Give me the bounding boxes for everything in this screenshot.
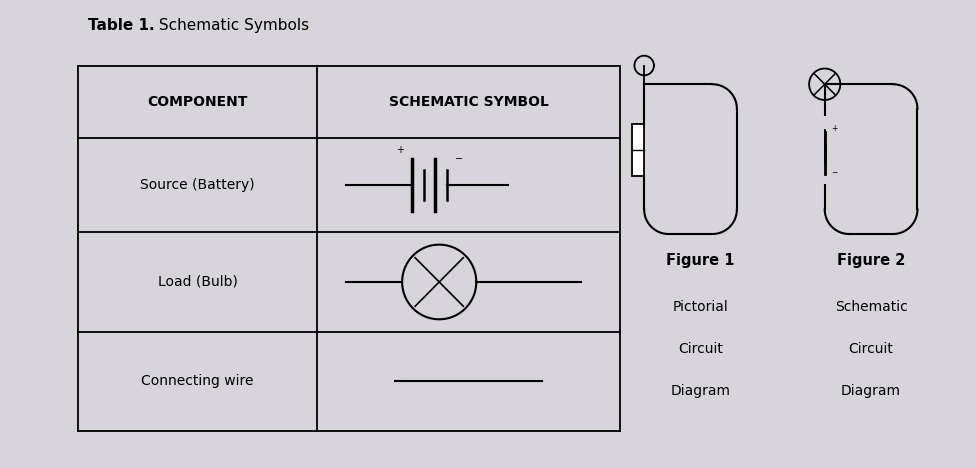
- Text: Connecting wire: Connecting wire: [142, 374, 254, 388]
- Text: Schematic: Schematic: [834, 300, 908, 314]
- Text: +: +: [396, 145, 404, 155]
- Text: Diagram: Diagram: [841, 384, 901, 398]
- Text: Figure 2: Figure 2: [836, 253, 906, 268]
- Text: COMPONENT: COMPONENT: [147, 95, 248, 109]
- Text: Circuit: Circuit: [678, 342, 722, 356]
- Text: Diagram: Diagram: [671, 384, 730, 398]
- Text: −: −: [832, 168, 837, 177]
- Text: Table 1.: Table 1.: [88, 18, 154, 33]
- Text: Figure 1: Figure 1: [666, 253, 735, 268]
- Text: Pictorial: Pictorial: [672, 300, 728, 314]
- Text: Circuit: Circuit: [849, 342, 893, 356]
- Text: Source (Battery): Source (Battery): [141, 178, 255, 192]
- Bar: [632, 124, 644, 176]
- Text: +: +: [832, 124, 837, 133]
- Text: Load (Bulb): Load (Bulb): [158, 275, 237, 289]
- Text: −: −: [455, 154, 463, 164]
- Text: SCHEMATIC SYMBOL: SCHEMATIC SYMBOL: [388, 95, 549, 109]
- Text: Schematic Symbols: Schematic Symbols: [154, 18, 309, 33]
